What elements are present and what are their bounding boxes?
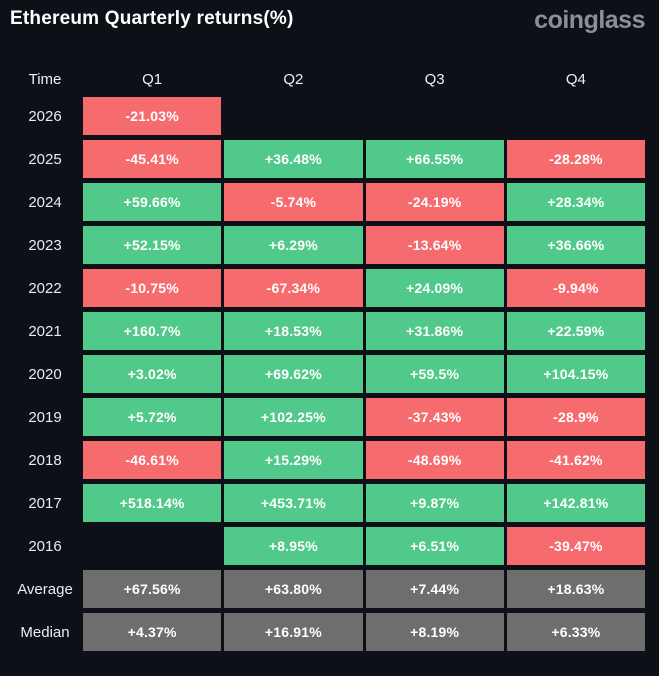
return-cell-2023-q4: +36.66%: [506, 226, 645, 264]
return-cell-2025-q3: +66.55%: [365, 140, 504, 178]
return-cell-2020-q4: +104.15%: [506, 355, 645, 393]
return-cell-median-q2: +16.91%: [224, 613, 363, 651]
return-cell-median-q1: +4.37%: [83, 613, 222, 651]
return-cell-2016-q3: +6.51%: [365, 527, 504, 565]
return-cell-2026-q2: [224, 97, 362, 135]
return-cell-2018-q2: +15.29%: [224, 441, 363, 479]
return-cell-2018-q3: -48.69%: [365, 441, 504, 479]
column-header-time: Time: [28, 70, 62, 88]
row-label-2021: 2021: [28, 322, 62, 340]
return-cell-2022-q4: -9.94%: [506, 269, 645, 307]
return-cell-2017-q4: +142.81%: [506, 484, 645, 522]
return-cell-median-q3: +8.19%: [365, 613, 504, 651]
return-cell-2021-q4: +22.59%: [506, 312, 645, 350]
return-cell-2024-q4: +28.34%: [506, 183, 645, 221]
row-label-2025: 2025: [28, 150, 62, 168]
return-cell-2016-q2: +8.95%: [224, 527, 363, 565]
topbar: Ethereum Quarterly returns(%) coinglass: [0, 0, 659, 33]
return-cell-2022-q1: -10.75%: [83, 269, 222, 307]
column-header-q2: Q2: [283, 70, 304, 88]
return-cell-2024-q1: +59.66%: [83, 183, 222, 221]
return-cell-2019-q1: +5.72%: [83, 398, 222, 436]
row-label-2023: 2023: [28, 236, 62, 254]
return-cell-2021-q1: +160.7%: [83, 312, 222, 350]
coinglass-logo: coinglass: [534, 6, 645, 34]
return-cell-2016-q1: [83, 527, 221, 565]
return-cell-2025-q1: -45.41%: [83, 140, 222, 178]
return-cell-2026-q4: [507, 97, 645, 135]
return-cell-2017-q2: +453.71%: [224, 484, 363, 522]
column-header-q3: Q3: [424, 70, 445, 88]
return-cell-2018-q1: -46.61%: [83, 441, 222, 479]
return-cell-average-q4: +18.63%: [506, 570, 645, 608]
return-cell-2024-q3: -24.19%: [365, 183, 504, 221]
row-label-median: Median: [20, 623, 70, 641]
return-cell-average-q2: +63.80%: [224, 570, 363, 608]
row-label-2018: 2018: [28, 451, 62, 469]
column-header-q4: Q4: [565, 70, 586, 88]
return-cell-2024-q2: -5.74%: [224, 183, 363, 221]
return-cell-2022-q3: +24.09%: [365, 269, 504, 307]
row-label-average: Average: [17, 580, 73, 598]
return-cell-average-q1: +67.56%: [83, 570, 222, 608]
return-cell-2021-q2: +18.53%: [224, 312, 363, 350]
row-label-2024: 2024: [28, 193, 62, 211]
return-cell-median-q4: +6.33%: [506, 613, 645, 651]
return-cell-2019-q3: -37.43%: [365, 398, 504, 436]
row-label-2017: 2017: [28, 494, 62, 512]
return-cell-2017-q1: +518.14%: [83, 484, 222, 522]
return-cell-2017-q3: +9.87%: [365, 484, 504, 522]
return-cell-average-q3: +7.44%: [365, 570, 504, 608]
return-cell-2026-q3: [366, 97, 504, 135]
return-cell-2021-q3: +31.86%: [365, 312, 504, 350]
return-cell-2018-q4: -41.62%: [506, 441, 645, 479]
return-cell-2023-q1: +52.15%: [83, 226, 222, 264]
column-header-q1: Q1: [142, 70, 163, 88]
return-cell-2016-q4: -39.47%: [506, 527, 645, 565]
return-cell-2019-q2: +102.25%: [224, 398, 363, 436]
return-cell-2025-q2: +36.48%: [224, 140, 363, 178]
return-cell-2019-q4: -28.9%: [506, 398, 645, 436]
returns-table: Time Q1 Q2 Q3 Q4 2026 -21.03% 2025 -45.41% +36.48…: [10, 66, 645, 651]
row-label-2019: 2019: [28, 408, 62, 426]
row-label-2026: 2026: [28, 107, 62, 125]
return-cell-2023-q3: -13.64%: [365, 226, 504, 264]
return-cell-2026-q1: -21.03%: [83, 97, 222, 135]
row-label-2020: 2020: [28, 365, 62, 383]
row-label-2016: 2016: [28, 537, 62, 555]
return-cell-2020-q1: +3.02%: [83, 355, 222, 393]
return-cell-2025-q4: -28.28%: [506, 140, 645, 178]
page-title: Ethereum Quarterly returns(%): [10, 8, 294, 29]
return-cell-2020-q2: +69.62%: [224, 355, 363, 393]
return-cell-2020-q3: +59.5%: [365, 355, 504, 393]
return-cell-2022-q2: -67.34%: [224, 269, 363, 307]
return-cell-2023-q2: +6.29%: [224, 226, 363, 264]
row-label-2022: 2022: [28, 279, 62, 297]
